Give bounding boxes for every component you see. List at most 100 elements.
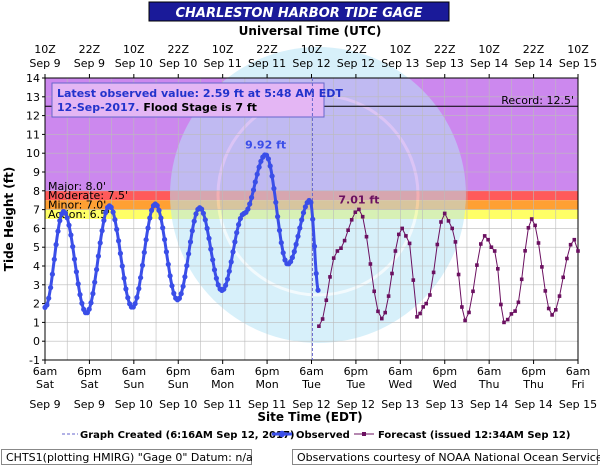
- x-tick-time-9: 6pm: [432, 365, 457, 378]
- forecast-point: [482, 234, 487, 238]
- top-tick-date-10: Sep 14: [470, 57, 508, 70]
- observed-point: [162, 236, 168, 243]
- y-tick-label-7: 6: [33, 222, 40, 235]
- forecast-point: [467, 310, 471, 315]
- forecast-point: [460, 305, 464, 309]
- observed-point: [210, 257, 216, 263]
- flood-label-2: Minor: 7.0': [48, 199, 106, 212]
- forecast-point: [372, 289, 376, 294]
- footer-credit: Observations courtesy of NOAA National O…: [292, 449, 600, 465]
- forecast-point: [418, 311, 422, 316]
- forecast-point: [456, 272, 461, 277]
- legend-forecast-marker: [362, 432, 366, 436]
- observed-point: [278, 240, 284, 246]
- y-tick-label-9: 8: [33, 185, 40, 198]
- observed-point: [213, 275, 219, 281]
- observed-point: [154, 203, 160, 209]
- forecast-point: [533, 223, 537, 228]
- observed-point: [291, 249, 297, 255]
- observed-point: [119, 263, 125, 269]
- forecast-point: [550, 313, 554, 317]
- x-tick-day-9: Wed: [433, 378, 457, 391]
- forecast-point: [499, 302, 503, 307]
- forecast-point: [543, 289, 548, 293]
- observed-point: [134, 294, 140, 301]
- top-tick-time-7: 22Z: [345, 43, 367, 56]
- x-tick-date-8: Sep 13: [381, 398, 419, 411]
- forecast-point: [546, 306, 551, 311]
- info-box-flood-stage: Flood Stage is 7 ft: [140, 101, 257, 114]
- forecast-point: [424, 301, 428, 306]
- top-tick-time-6: 10Z: [301, 43, 323, 56]
- observed-point: [86, 306, 92, 312]
- observed-point: [215, 282, 221, 288]
- y-tick-label-12: 11: [26, 128, 40, 141]
- y-tick-label-6: 5: [33, 241, 40, 254]
- observed-point: [288, 259, 294, 265]
- forecast-point: [489, 245, 494, 249]
- observed-point: [99, 228, 105, 234]
- forecast-point: [529, 217, 534, 221]
- x-tick-time-1: 6pm: [77, 365, 102, 378]
- observed-point: [226, 268, 232, 274]
- x-tick-date-3: Sep 10: [159, 398, 197, 411]
- top-tick-date-6: Sep 12: [292, 57, 330, 70]
- x-tick-time-4: 6am: [210, 365, 234, 378]
- top-axis-label: Universal Time (UTC): [239, 24, 382, 38]
- legend-observed-marker: [278, 430, 286, 438]
- x-tick-date-11: Sep 14: [514, 398, 552, 411]
- observed-point: [300, 210, 307, 216]
- top-tick-date-12: Sep 15: [559, 57, 597, 70]
- observed-point: [167, 273, 173, 279]
- record-label: Record: 12.5': [501, 94, 574, 107]
- observed-point: [160, 225, 166, 231]
- forecast-point: [526, 226, 531, 230]
- observed-point: [171, 290, 177, 296]
- observed-point: [189, 228, 195, 234]
- y-tick-label-5: 4: [33, 260, 40, 273]
- top-tick-date-3: Sep 10: [159, 57, 197, 70]
- observed-point: [62, 210, 68, 216]
- x-tick-day-7: Tue: [346, 378, 366, 391]
- forecast-point: [502, 320, 506, 325]
- forecast-point: [479, 242, 483, 246]
- observed-point: [202, 217, 208, 223]
- observed-point: [234, 230, 240, 236]
- observed-point: [254, 171, 260, 177]
- x-tick-date-7: Sep 12: [337, 398, 375, 411]
- x-tick-date-6: Sep 12: [292, 398, 330, 411]
- info-box-date: 12-Sep-2017.: [57, 101, 140, 114]
- forecast-point: [496, 267, 500, 271]
- observed-point: [310, 216, 316, 222]
- x-tick-time-8: 6am: [388, 365, 412, 378]
- observed-point: [299, 217, 305, 223]
- observed-point: [232, 239, 238, 245]
- observed-point: [139, 262, 146, 268]
- x-tick-date-10: Sep 14: [470, 398, 508, 411]
- top-tick-date-9: Sep 13: [426, 57, 464, 70]
- y-tick-label-10: 9: [33, 166, 40, 179]
- x-tick-day-0: Sat: [36, 378, 55, 391]
- forecast-point: [435, 242, 440, 247]
- observed-point: [267, 163, 273, 169]
- top-tick-time-10: 10Z: [478, 43, 500, 56]
- forecast-point: [411, 278, 416, 282]
- forecast-point: [349, 218, 354, 222]
- observed-point: [247, 201, 253, 207]
- forecast-point: [523, 249, 527, 253]
- observed-point: [191, 218, 197, 224]
- observed-point: [44, 302, 50, 308]
- observed-point: [169, 283, 175, 289]
- top-tick-date-11: Sep 14: [514, 57, 552, 70]
- forecast-point: [450, 226, 454, 231]
- observed-point: [90, 291, 96, 297]
- forecast-point: [397, 232, 401, 237]
- observed-point: [101, 217, 107, 223]
- observed-point: [176, 295, 182, 301]
- observed-point: [265, 156, 271, 162]
- observed-point: [158, 215, 164, 221]
- observed-point: [193, 211, 199, 217]
- observed-point: [230, 249, 236, 255]
- observed-point: [313, 270, 319, 277]
